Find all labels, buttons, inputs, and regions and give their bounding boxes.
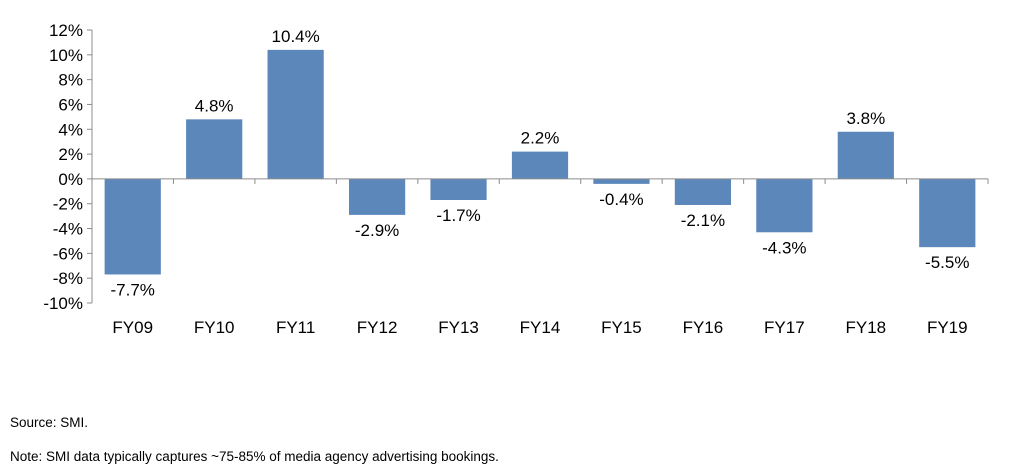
x-tick-label: FY19 xyxy=(927,318,968,337)
data-label: 3.8% xyxy=(846,109,885,128)
bar-fy13 xyxy=(430,178,487,201)
x-tick-label: FY15 xyxy=(601,318,642,337)
x-axis xyxy=(91,178,989,184)
bar-fy12 xyxy=(348,178,406,215)
bar-fy17 xyxy=(756,178,813,233)
data-label: 10.4% xyxy=(272,27,320,46)
y-tick-label: 2% xyxy=(58,145,83,164)
y-tick-label: 12% xyxy=(49,21,83,40)
x-tick-label: FY18 xyxy=(845,318,886,337)
bar-fy14 xyxy=(511,151,569,179)
y-tick-label: -6% xyxy=(53,244,83,263)
y-tick-label: 8% xyxy=(58,71,83,90)
data-label: 2.2% xyxy=(521,129,560,148)
x-tick-label: FY14 xyxy=(520,318,561,337)
data-label: -1.7% xyxy=(436,206,480,225)
bar-fy16 xyxy=(674,178,732,205)
y-tick-label: 0% xyxy=(58,170,83,189)
bar-fy18 xyxy=(837,131,894,179)
y-axis: 12% 10% 8% 6% 4% 2% 0% -2% -4% -6% -8% -10% xyxy=(43,21,93,313)
y-tick-label: 10% xyxy=(49,46,83,65)
x-tick-label: FY09 xyxy=(112,318,153,337)
x-tick-labels: FY09 FY10 FY11 FY12 FY13 FY14 FY15 FY16 FY17 FY18… xyxy=(112,318,967,337)
x-tick-label: FY12 xyxy=(357,318,398,337)
y-tick-label: -8% xyxy=(53,269,83,288)
data-label: -7.7% xyxy=(111,280,155,299)
bar-fy11 xyxy=(267,49,324,179)
y-tick-label: -10% xyxy=(43,294,83,313)
data-label: -2.9% xyxy=(355,221,399,240)
y-tick-label: -2% xyxy=(53,195,83,214)
data-label: -5.5% xyxy=(925,253,969,272)
x-tick-label: FY11 xyxy=(276,318,315,337)
y-tick-label: 4% xyxy=(58,120,83,139)
data-label: 4.8% xyxy=(195,96,234,115)
x-tick-label: FY16 xyxy=(683,318,724,337)
methodology-note: Note: SMI data typically captures ~75-85… xyxy=(10,449,499,464)
bar-fy10 xyxy=(186,119,243,179)
data-label: -2.1% xyxy=(681,211,725,230)
x-tick-label: FY13 xyxy=(438,318,479,337)
y-tick-label: 6% xyxy=(58,95,83,114)
source-note: Source: SMI. xyxy=(10,415,89,430)
bar-chart: 12% 10% 8% 6% 4% 2% 0% -2% -4% -6% -8% -10% -7.7% 4.… xyxy=(43,21,989,337)
bar-fy19 xyxy=(919,178,976,248)
bar-fy09 xyxy=(104,178,161,275)
x-tick-label: FY17 xyxy=(764,318,805,337)
data-labels: -7.7% 4.8% 10.4% -2.9% -1.7% 2.2% -0.4% -2.1% -4… xyxy=(111,27,970,300)
y-tick-label: -4% xyxy=(53,220,83,239)
bar-fy15 xyxy=(593,178,650,184)
data-label: -0.4% xyxy=(599,190,643,209)
data-label: -4.3% xyxy=(762,238,806,257)
x-tick-label: FY10 xyxy=(194,318,235,337)
bars xyxy=(104,49,976,275)
